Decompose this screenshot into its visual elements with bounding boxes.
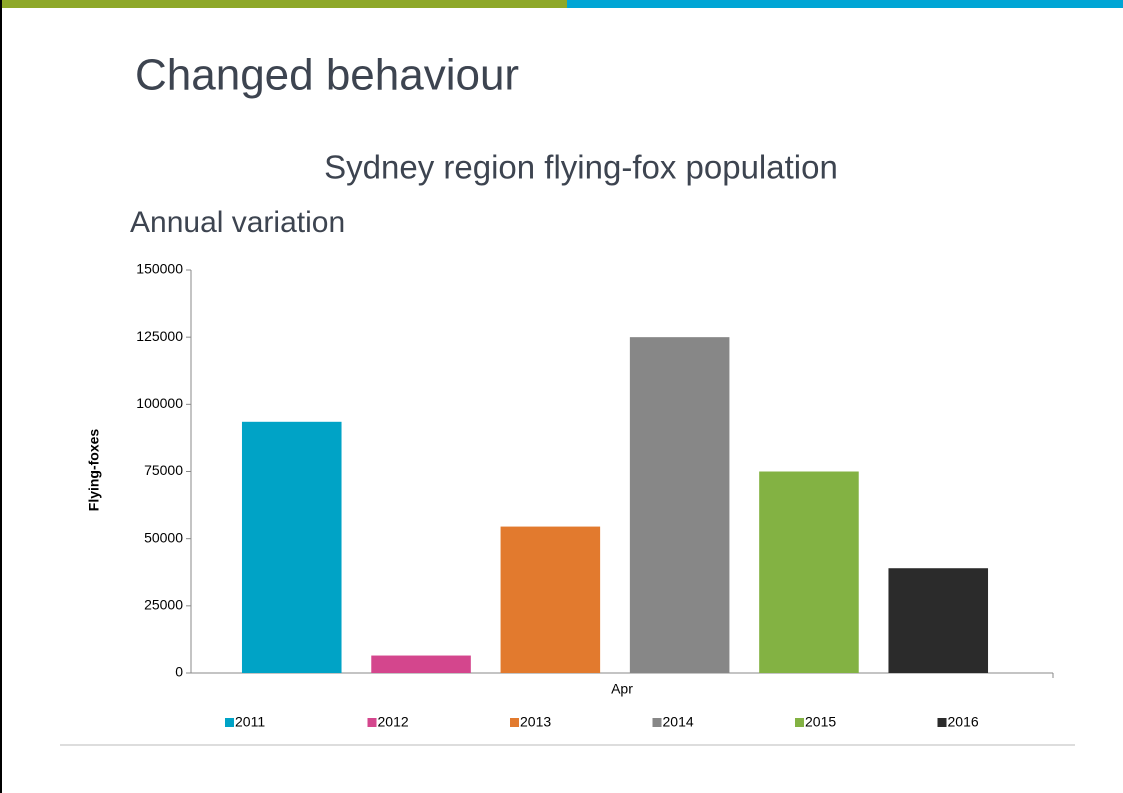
bar	[629, 337, 730, 673]
bar	[371, 655, 471, 673]
legend-swatch	[652, 718, 662, 727]
y-tick-label: 0	[175, 664, 183, 680]
legend-label: 2014	[663, 714, 694, 730]
y-tick-label: 50000	[144, 529, 183, 545]
legend-swatch	[367, 718, 377, 727]
x-tick-label: Apr	[611, 681, 633, 697]
y-tick-label: 100000	[136, 395, 183, 411]
bar	[500, 526, 601, 673]
left-border	[0, 0, 2, 793]
y-tick-label: 150000	[136, 261, 183, 277]
legend-swatch	[937, 718, 947, 727]
y-tick-label: 25000	[144, 597, 183, 613]
legend-swatch	[795, 718, 804, 727]
legend-label: 2013	[520, 714, 551, 730]
y-tick-label: 75000	[144, 462, 183, 478]
bar	[759, 471, 859, 673]
legend-label: 2012	[378, 714, 409, 730]
top-bar-blue	[567, 0, 1123, 8]
bar	[241, 421, 342, 673]
legend-label: 2016	[948, 714, 979, 730]
legend-swatch	[225, 718, 234, 727]
y-tick-label: 125000	[136, 328, 183, 344]
legend-swatch	[510, 718, 519, 727]
chart-subtitle: Annual variation	[130, 206, 345, 239]
legend-label: 2015	[805, 714, 836, 730]
slide-title: Changed behaviour	[135, 51, 519, 100]
chart-title: Sydney region flying-fox population	[324, 149, 838, 186]
legend-label: 2011	[235, 714, 265, 730]
y-axis-label: Flying-foxes	[86, 429, 102, 512]
top-bar-green	[0, 0, 567, 8]
bar	[888, 568, 989, 673]
